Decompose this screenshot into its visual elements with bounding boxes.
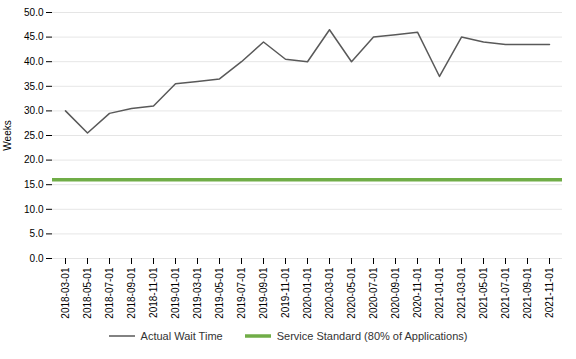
svg-text:50.0: 50.0 <box>24 7 44 18</box>
svg-text:2021-09-01: 2021-09-01 <box>522 267 533 319</box>
svg-text:2020-01-01: 2020-01-01 <box>302 267 313 319</box>
svg-text:2020-07-01: 2020-07-01 <box>368 267 379 319</box>
svg-text:40.0: 40.0 <box>24 56 44 67</box>
svg-text:2019-05-01: 2019-05-01 <box>214 267 225 319</box>
svg-text:2019-03-01: 2019-03-01 <box>192 267 203 319</box>
svg-text:2020-03-01: 2020-03-01 <box>324 267 335 319</box>
svg-text:5.0: 5.0 <box>30 228 44 239</box>
svg-text:2018-11-01: 2018-11-01 <box>148 267 159 318</box>
svg-text:2019-01-01: 2019-01-01 <box>170 267 181 319</box>
svg-text:2021-07-01: 2021-07-01 <box>500 267 511 319</box>
svg-text:2020-05-01: 2020-05-01 <box>346 267 357 319</box>
svg-text:2021-03-01: 2021-03-01 <box>456 267 467 319</box>
html-text:Service Standard (80% of Appli: Service Standard (80% of Applications) <box>276 330 468 342</box>
svg-text:2020-09-01: 2020-09-01 <box>390 267 401 319</box>
svg-text:2018-09-01: 2018-09-01 <box>126 267 137 319</box>
svg-text:2018-07-01: 2018-07-01 <box>104 267 115 319</box>
svg-text:2019-11-01: 2019-11-01 <box>280 267 291 318</box>
svg-text:2018-03-01: 2018-03-01 <box>60 267 71 319</box>
svg-text:2021-11-01: 2021-11-01 <box>544 267 555 318</box>
svg-text:2019-09-01: 2019-09-01 <box>258 267 269 319</box>
svg-text:0.0: 0.0 <box>30 253 44 264</box>
html-text:Actual Wait Time: Actual Wait Time <box>140 330 223 342</box>
svg-text:35.0: 35.0 <box>24 81 44 92</box>
svg-text:45.0: 45.0 <box>24 31 44 42</box>
svg-text:30.0: 30.0 <box>24 105 44 116</box>
svg-text:2021-05-01: 2021-05-01 <box>478 267 489 319</box>
svg-text:2021-01-01: 2021-01-01 <box>434 267 445 319</box>
svg-text:25.0: 25.0 <box>24 130 44 141</box>
svg-text:10.0: 10.0 <box>24 204 44 215</box>
svg-text:15.0: 15.0 <box>24 179 44 190</box>
svg-text:Weeks: Weeks <box>2 120 13 150</box>
svg-text:20.0: 20.0 <box>24 154 44 165</box>
svg-text:2018-05-01: 2018-05-01 <box>82 267 93 319</box>
svg-text:2019-07-01: 2019-07-01 <box>236 267 247 319</box>
svg-text:2020-11-01: 2020-11-01 <box>412 267 423 318</box>
